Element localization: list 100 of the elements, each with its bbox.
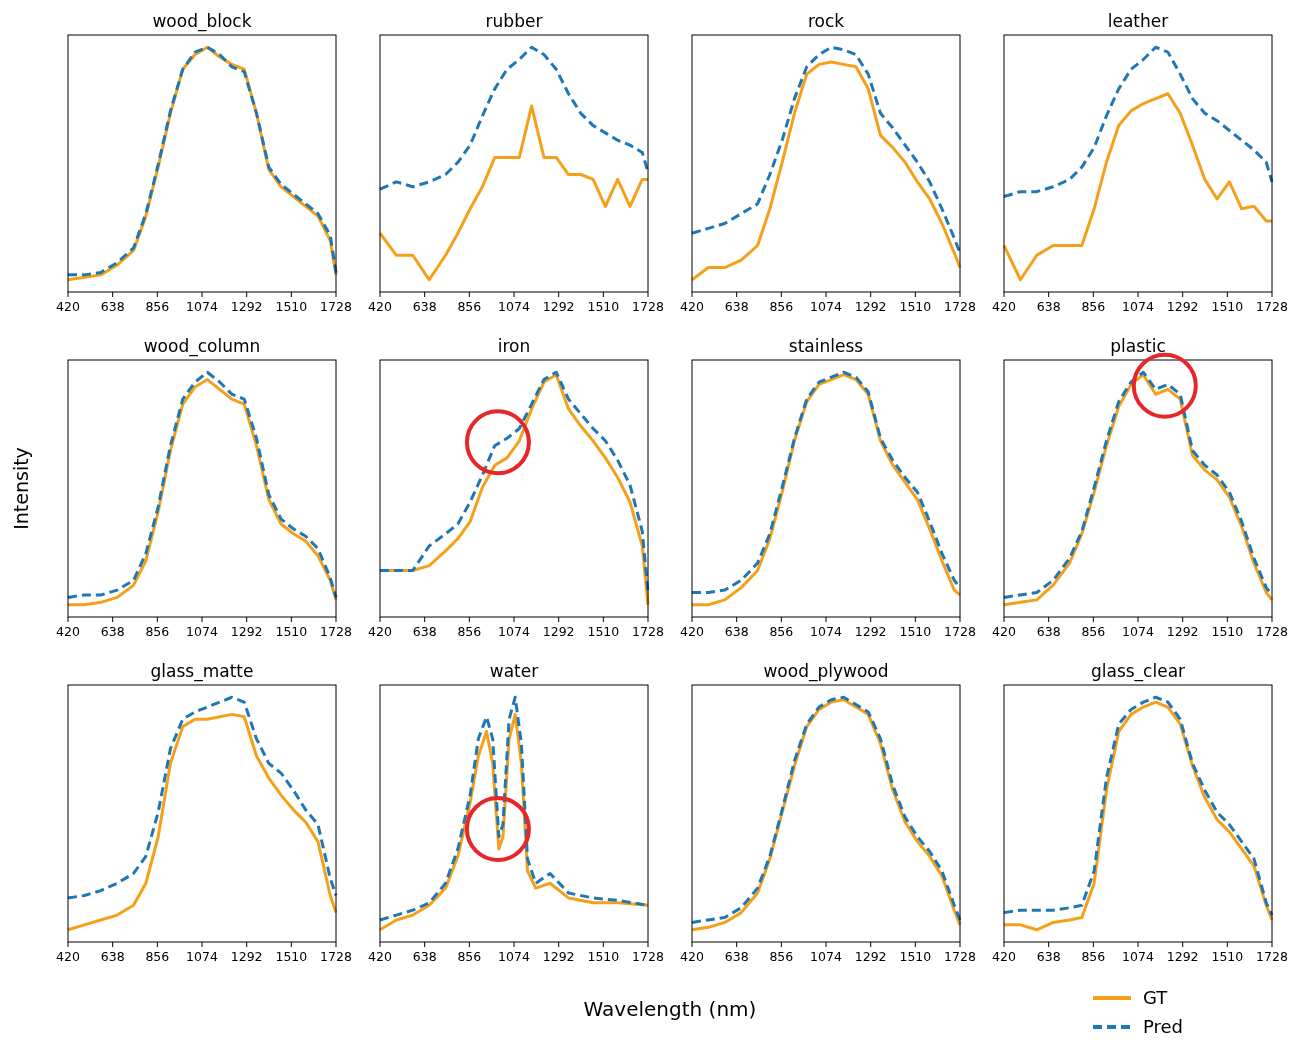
x-tick-label: 1292 bbox=[230, 949, 263, 964]
x-tick-label: 1292 bbox=[542, 949, 575, 964]
x-tick-label: 1728 bbox=[1256, 949, 1288, 964]
x-tick-label: 1728 bbox=[1256, 299, 1288, 314]
x-tick-label: 638 bbox=[412, 299, 437, 314]
x-tick-label: 420 bbox=[680, 299, 704, 314]
x-tick-label: 1074 bbox=[1122, 949, 1154, 964]
x-tick-label: 1074 bbox=[1122, 299, 1154, 314]
x-tick-label: 1292 bbox=[230, 299, 263, 314]
x-tick-label: 1074 bbox=[186, 624, 218, 639]
x-tick-label: 1728 bbox=[632, 949, 664, 964]
chart-title: leather bbox=[1107, 11, 1169, 31]
x-tick-label: 420 bbox=[992, 299, 1016, 314]
legend-label: Pred bbox=[1143, 1016, 1184, 1038]
x-tick-label: 420 bbox=[368, 299, 392, 314]
x-tick-label: 856 bbox=[145, 949, 170, 964]
x-tick-label: 638 bbox=[724, 624, 749, 639]
x-tick-label: 856 bbox=[1081, 299, 1106, 314]
x-tick-label: 638 bbox=[100, 299, 125, 314]
x-tick-label: 1510 bbox=[275, 299, 308, 314]
x-tick-label: 856 bbox=[769, 299, 794, 314]
x-tick-label: 856 bbox=[769, 624, 794, 639]
x-tick-label: 1728 bbox=[632, 299, 664, 314]
chart-title: iron bbox=[497, 336, 531, 356]
chart-title: water bbox=[489, 661, 539, 681]
x-tick-label: 1728 bbox=[320, 949, 352, 964]
chart-title: glass_matte bbox=[150, 661, 254, 682]
x-tick-label: 1292 bbox=[542, 299, 575, 314]
x-tick-label: 1510 bbox=[899, 949, 932, 964]
x-tick-label: 1074 bbox=[498, 299, 530, 314]
x-tick-label: 1510 bbox=[1211, 624, 1244, 639]
chart-title: wood_block bbox=[152, 11, 252, 32]
x-tick-label: 1074 bbox=[810, 299, 842, 314]
x-tick-label: 1510 bbox=[1211, 949, 1244, 964]
x-tick-label: 1292 bbox=[1166, 624, 1199, 639]
x-tick-label: 638 bbox=[412, 949, 437, 964]
x-axis-title: Wavelength (nm) bbox=[583, 997, 757, 1021]
x-tick-label: 1510 bbox=[275, 949, 308, 964]
x-tick-label: 1292 bbox=[1166, 949, 1199, 964]
x-tick-label: 638 bbox=[100, 949, 125, 964]
x-tick-label: 1510 bbox=[1211, 299, 1244, 314]
x-tick-label: 1510 bbox=[587, 949, 620, 964]
x-tick-label: 638 bbox=[1036, 299, 1061, 314]
x-tick-label: 1728 bbox=[320, 624, 352, 639]
x-tick-label: 856 bbox=[457, 624, 482, 639]
x-tick-label: 420 bbox=[368, 949, 392, 964]
x-tick-label: 420 bbox=[992, 624, 1016, 639]
x-tick-label: 638 bbox=[1036, 624, 1061, 639]
x-tick-label: 1510 bbox=[587, 299, 620, 314]
x-tick-label: 856 bbox=[769, 949, 794, 964]
x-tick-label: 856 bbox=[1081, 949, 1106, 964]
x-tick-label: 1292 bbox=[854, 949, 887, 964]
x-tick-label: 420 bbox=[680, 624, 704, 639]
chart-title: glass_clear bbox=[1090, 661, 1186, 682]
x-tick-label: 638 bbox=[724, 949, 749, 964]
x-tick-label: 1510 bbox=[275, 624, 308, 639]
x-tick-label: 1292 bbox=[542, 624, 575, 639]
x-tick-label: 638 bbox=[1036, 949, 1061, 964]
x-tick-label: 856 bbox=[457, 299, 482, 314]
x-tick-label: 1510 bbox=[899, 299, 932, 314]
x-tick-label: 856 bbox=[145, 299, 170, 314]
x-tick-label: 856 bbox=[145, 624, 170, 639]
x-tick-label: 1074 bbox=[498, 624, 530, 639]
chart-title: rock bbox=[807, 11, 845, 31]
x-tick-label: 1074 bbox=[186, 949, 218, 964]
x-tick-label: 1728 bbox=[1256, 624, 1288, 639]
x-tick-label: 1074 bbox=[186, 299, 218, 314]
x-tick-label: 1728 bbox=[320, 299, 352, 314]
x-tick-label: 1292 bbox=[854, 624, 887, 639]
chart-title: wood_column bbox=[143, 336, 261, 357]
x-tick-label: 1728 bbox=[944, 299, 976, 314]
chart-title: plastic bbox=[1110, 336, 1166, 356]
x-tick-label: 1074 bbox=[498, 949, 530, 964]
x-tick-label: 1728 bbox=[944, 949, 976, 964]
x-tick-label: 856 bbox=[1081, 624, 1106, 639]
x-tick-label: 420 bbox=[56, 299, 80, 314]
x-tick-label: 1074 bbox=[810, 949, 842, 964]
x-tick-label: 1728 bbox=[632, 624, 664, 639]
x-tick-label: 1292 bbox=[230, 624, 263, 639]
chart-title: stainless bbox=[788, 336, 864, 356]
chart-title: wood_plywood bbox=[763, 661, 889, 682]
x-tick-label: 420 bbox=[680, 949, 704, 964]
x-tick-label: 638 bbox=[100, 624, 125, 639]
x-tick-label: 1292 bbox=[854, 299, 887, 314]
y-axis-title: Intensity bbox=[10, 447, 32, 530]
x-tick-label: 420 bbox=[56, 624, 80, 639]
x-tick-label: 1292 bbox=[1166, 299, 1199, 314]
x-tick-label: 1510 bbox=[899, 624, 932, 639]
x-tick-label: 1074 bbox=[810, 624, 842, 639]
x-tick-label: 420 bbox=[368, 624, 392, 639]
x-tick-label: 1728 bbox=[944, 624, 976, 639]
x-tick-label: 420 bbox=[992, 949, 1016, 964]
x-tick-label: 638 bbox=[724, 299, 749, 314]
x-tick-label: 638 bbox=[412, 624, 437, 639]
x-tick-label: 856 bbox=[457, 949, 482, 964]
x-tick-label: 1074 bbox=[1122, 624, 1154, 639]
x-tick-label: 1510 bbox=[587, 624, 620, 639]
x-tick-label: 420 bbox=[56, 949, 80, 964]
legend-label: GT bbox=[1143, 987, 1169, 1009]
chart-title: rubber bbox=[485, 11, 543, 31]
